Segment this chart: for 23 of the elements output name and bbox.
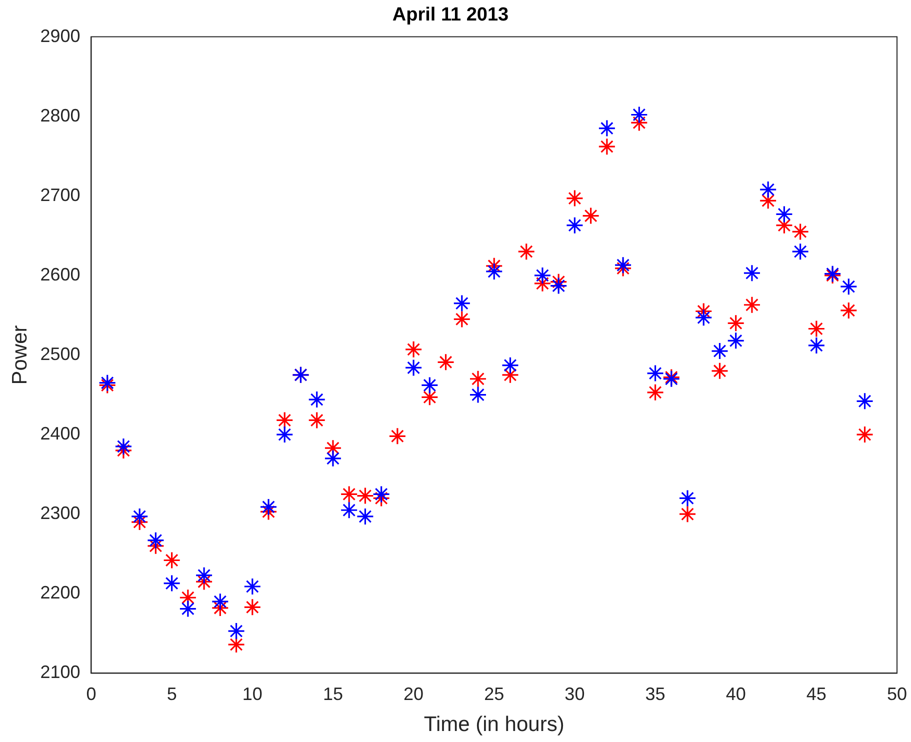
y-axis-title: Power xyxy=(8,325,32,385)
x-tick-label: 20 xyxy=(404,684,424,704)
x-tick-label: 0 xyxy=(86,684,96,704)
y-tick-label: 2400 xyxy=(40,424,80,444)
x-tick-label: 50 xyxy=(886,684,908,704)
x-tick-label: 40 xyxy=(726,684,746,704)
y-tick-label: 2100 xyxy=(40,662,80,682)
x-axis-title: Time (in hours) xyxy=(424,713,564,736)
y-tick-label: 2500 xyxy=(40,344,80,364)
x-tick-label: 15 xyxy=(322,684,343,704)
x-tick-label: 45 xyxy=(806,684,826,704)
y-tick-label: 2800 xyxy=(40,105,80,126)
y-tick-label: 2700 xyxy=(40,184,80,205)
chart-title: April 11 2013 xyxy=(392,4,509,26)
x-tick-label: 5 xyxy=(166,684,177,704)
x-tick-label: 30 xyxy=(564,684,585,704)
y-tick-label: 2300 xyxy=(40,503,80,524)
x-tick-label: 10 xyxy=(242,684,262,704)
y-tick-label: 2900 xyxy=(40,26,80,46)
y-tick-label: 2600 xyxy=(40,264,80,284)
x-tick-label: 35 xyxy=(645,684,666,704)
y-tick-label: 2200 xyxy=(40,582,80,603)
x-tick-label: 25 xyxy=(484,684,504,704)
